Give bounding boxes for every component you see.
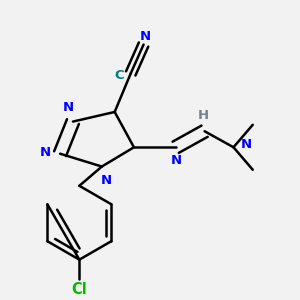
Text: N: N	[171, 154, 182, 166]
Text: N: N	[140, 30, 151, 43]
Text: N: N	[63, 100, 74, 114]
Text: H: H	[197, 109, 208, 122]
Text: N: N	[241, 138, 252, 151]
Text: N: N	[101, 173, 112, 187]
Text: C: C	[115, 68, 124, 82]
Text: Cl: Cl	[71, 282, 87, 297]
Text: N: N	[40, 146, 51, 159]
